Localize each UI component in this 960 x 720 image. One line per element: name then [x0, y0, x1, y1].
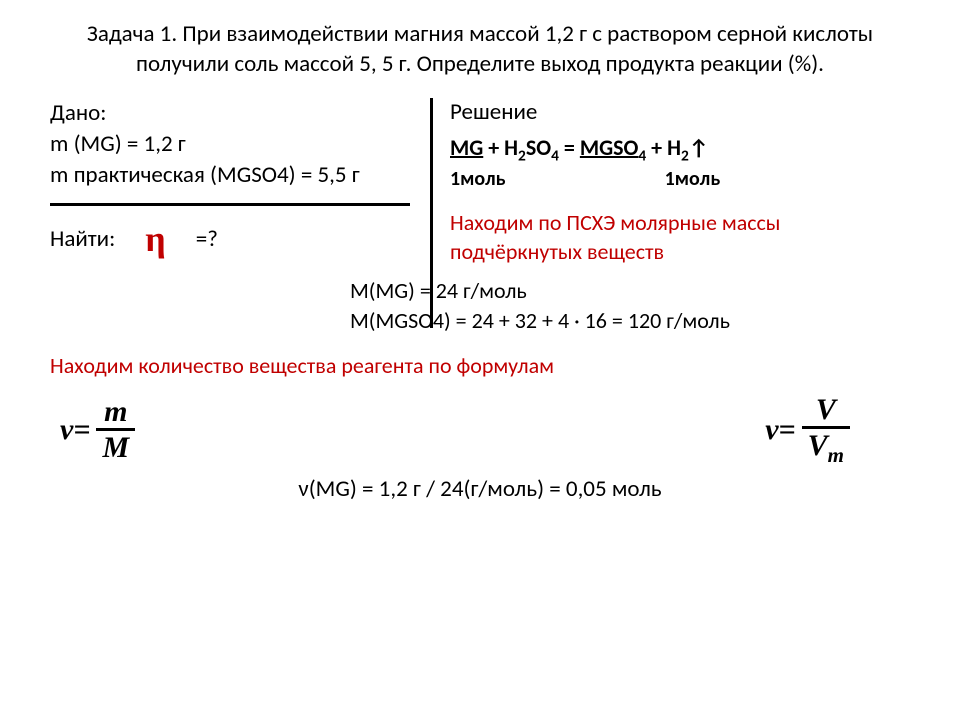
- eq-equals: =: [559, 134, 580, 161]
- slide-root: Задача 1. При взаимодействии магния масс…: [0, 0, 960, 503]
- solution-label: Решение: [450, 98, 910, 126]
- fraction-1: m M: [96, 395, 135, 464]
- formula-volume: ν = V Vm: [765, 393, 850, 467]
- formula-row: ν = m M ν = V Vm: [50, 393, 910, 467]
- vertical-divider: [430, 98, 433, 328]
- mol-left: 1моль: [450, 167, 506, 191]
- formula-mass: ν = m M: [60, 395, 135, 464]
- eq-h2: H2: [667, 134, 689, 161]
- mol-right: 1моль: [665, 167, 721, 191]
- molar-mass-block: M(MG) = 24 г/моль M(MGSO4) = 24 + 32 + 4…: [350, 276, 910, 335]
- two-column-area: Дано: m (MG) = 1,2 г m практическая (MGS…: [50, 98, 910, 267]
- given-line-2: m практическая (MGSO4) = 5,5 г: [50, 160, 420, 191]
- eq-mg: MG: [450, 134, 483, 161]
- eq-sign-2: =: [779, 413, 796, 447]
- find-row: Найти: η =?: [50, 218, 420, 260]
- find-eq: =?: [196, 225, 218, 253]
- given-line-1: m (MG) = 1,2 г: [50, 129, 420, 160]
- molar-line-2: M(MGSO4) = 24 + 32 + 4 · 16 = 120 г/моль: [350, 306, 910, 336]
- problem-statement: Задача 1. При взаимодействии магния масс…: [50, 20, 910, 80]
- given-column: Дано: m (MG) = 1,2 г m практическая (MGS…: [50, 98, 420, 260]
- eq-h2so4: H2SO4: [504, 134, 559, 161]
- eta-symbol: η: [145, 218, 165, 260]
- frac1-den: M: [96, 431, 135, 464]
- frac2-den: Vm: [802, 429, 850, 467]
- molar-line-1: M(MG) = 24 г/моль: [350, 276, 910, 306]
- given-block: Дано: m (MG) = 1,2 г m практическая (MGS…: [50, 98, 420, 191]
- given-divider: [50, 203, 410, 206]
- final-calc: ν(MG) = 1,2 г / 24(г/моль) = 0,05 моль: [50, 475, 910, 503]
- quantity-note: Находим количество вещества реагента по …: [50, 352, 910, 379]
- eq-mgso4: MGSO4: [580, 134, 646, 161]
- find-label: Найти:: [50, 225, 115, 253]
- eq-sign-1: =: [73, 413, 90, 447]
- eq-arrow-up: ↑: [689, 134, 709, 161]
- nu-symbol-1: ν: [60, 413, 73, 447]
- moles-row: 1моль 1моль: [450, 167, 910, 191]
- eq-plus-2: +: [646, 134, 667, 161]
- fraction-2: V Vm: [802, 393, 850, 467]
- frac1-num: m: [98, 395, 133, 428]
- chemical-equation: MG + H2SO4 = MGSO4 + H2↑: [450, 134, 910, 165]
- given-title: Дано:: [50, 98, 420, 129]
- nu-symbol-2: ν: [765, 413, 778, 447]
- eq-plus-1: +: [483, 134, 504, 161]
- frac2-num: V: [810, 393, 842, 426]
- solution-column: Решение MG + H2SO4 = MGSO4 + H2↑ 1моль 1…: [420, 98, 910, 267]
- molar-mass-note: Находим по ПСХЭ молярные массы подчёркну…: [450, 209, 910, 266]
